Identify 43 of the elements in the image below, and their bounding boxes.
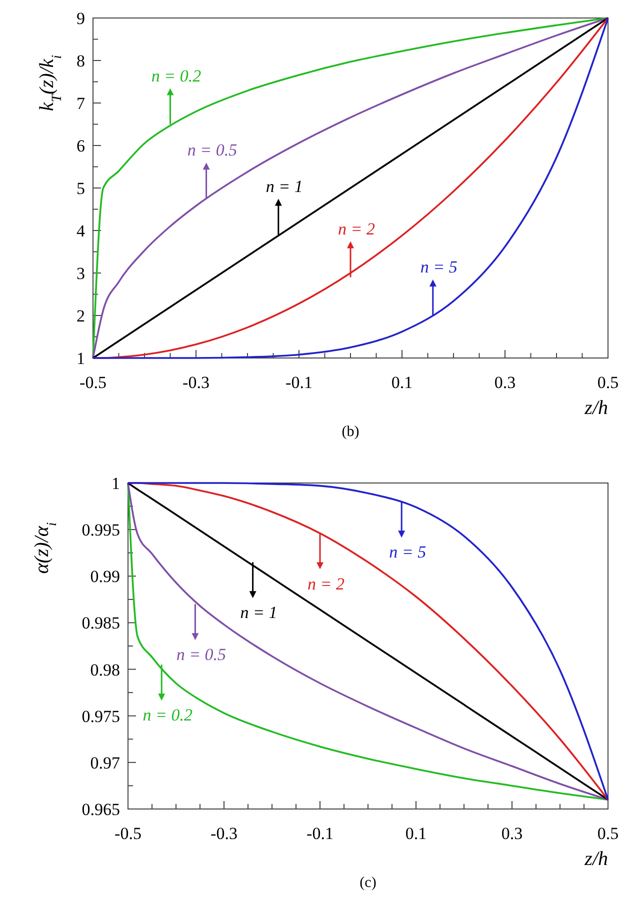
x-axis-title: z/h bbox=[584, 397, 608, 419]
annotation: n = 5 bbox=[389, 542, 426, 562]
y-tick-label: 1 bbox=[112, 474, 120, 493]
x-tick-label: -0.1 bbox=[286, 373, 312, 392]
y-tick-label: 7 bbox=[76, 94, 86, 113]
y-tick-label: 2 bbox=[76, 306, 85, 326]
y-tick-label: 0.985 bbox=[82, 614, 120, 633]
x-tick-label: 0.5 bbox=[597, 824, 619, 843]
annotation: n = 2 bbox=[308, 574, 345, 594]
text: (b) bbox=[342, 424, 360, 440]
annotation: n = 0.2 bbox=[142, 706, 193, 725]
y-tick-label: 0.975 bbox=[82, 706, 120, 726]
y-tick-label: 4 bbox=[76, 222, 86, 240]
x-tick-label: 0.3 bbox=[501, 824, 523, 843]
x-tick-label: 0.1 bbox=[391, 373, 413, 392]
x-axis-title: z/h bbox=[584, 848, 608, 870]
annotation: n = 1 bbox=[240, 603, 278, 622]
text: (c) bbox=[360, 875, 376, 891]
y-tick-label: 0.965 bbox=[82, 800, 120, 819]
annotation: n = 0.5 bbox=[187, 140, 238, 160]
annotation: n = 0.2 bbox=[151, 66, 202, 86]
x-tick-label: 0.1 bbox=[405, 824, 427, 843]
y-tick-label: 5 bbox=[76, 179, 85, 198]
annotation: n = 5 bbox=[420, 258, 458, 276]
y-tick-label: 0.995 bbox=[82, 520, 120, 540]
y-tick-label: 0.98 bbox=[90, 660, 120, 680]
y-tick-label: 6 bbox=[76, 136, 85, 156]
annotation: n = 0.5 bbox=[176, 645, 226, 664]
x-tick-label: -0.3 bbox=[182, 373, 210, 392]
x-tick-label: 0.5 bbox=[597, 373, 619, 392]
x-tick-label: -0.5 bbox=[114, 824, 142, 843]
y-tick-label: 0.97 bbox=[90, 753, 120, 772]
x-tick-label: -0.1 bbox=[306, 824, 334, 843]
annotation: n = 1 bbox=[266, 176, 303, 196]
y-tick-label: 9 bbox=[76, 9, 85, 28]
y-tick-label: 3 bbox=[76, 264, 85, 283]
x-tick-label: 0.3 bbox=[494, 373, 516, 392]
x-tick-label: -0.3 bbox=[210, 824, 238, 843]
y-tick-label: 0.99 bbox=[90, 567, 120, 586]
y-tick-label: 1 bbox=[76, 349, 85, 368]
x-tick-label: -0.5 bbox=[80, 373, 106, 392]
annotation: n = 2 bbox=[338, 219, 376, 238]
y-tick-label: 8 bbox=[76, 52, 85, 70]
